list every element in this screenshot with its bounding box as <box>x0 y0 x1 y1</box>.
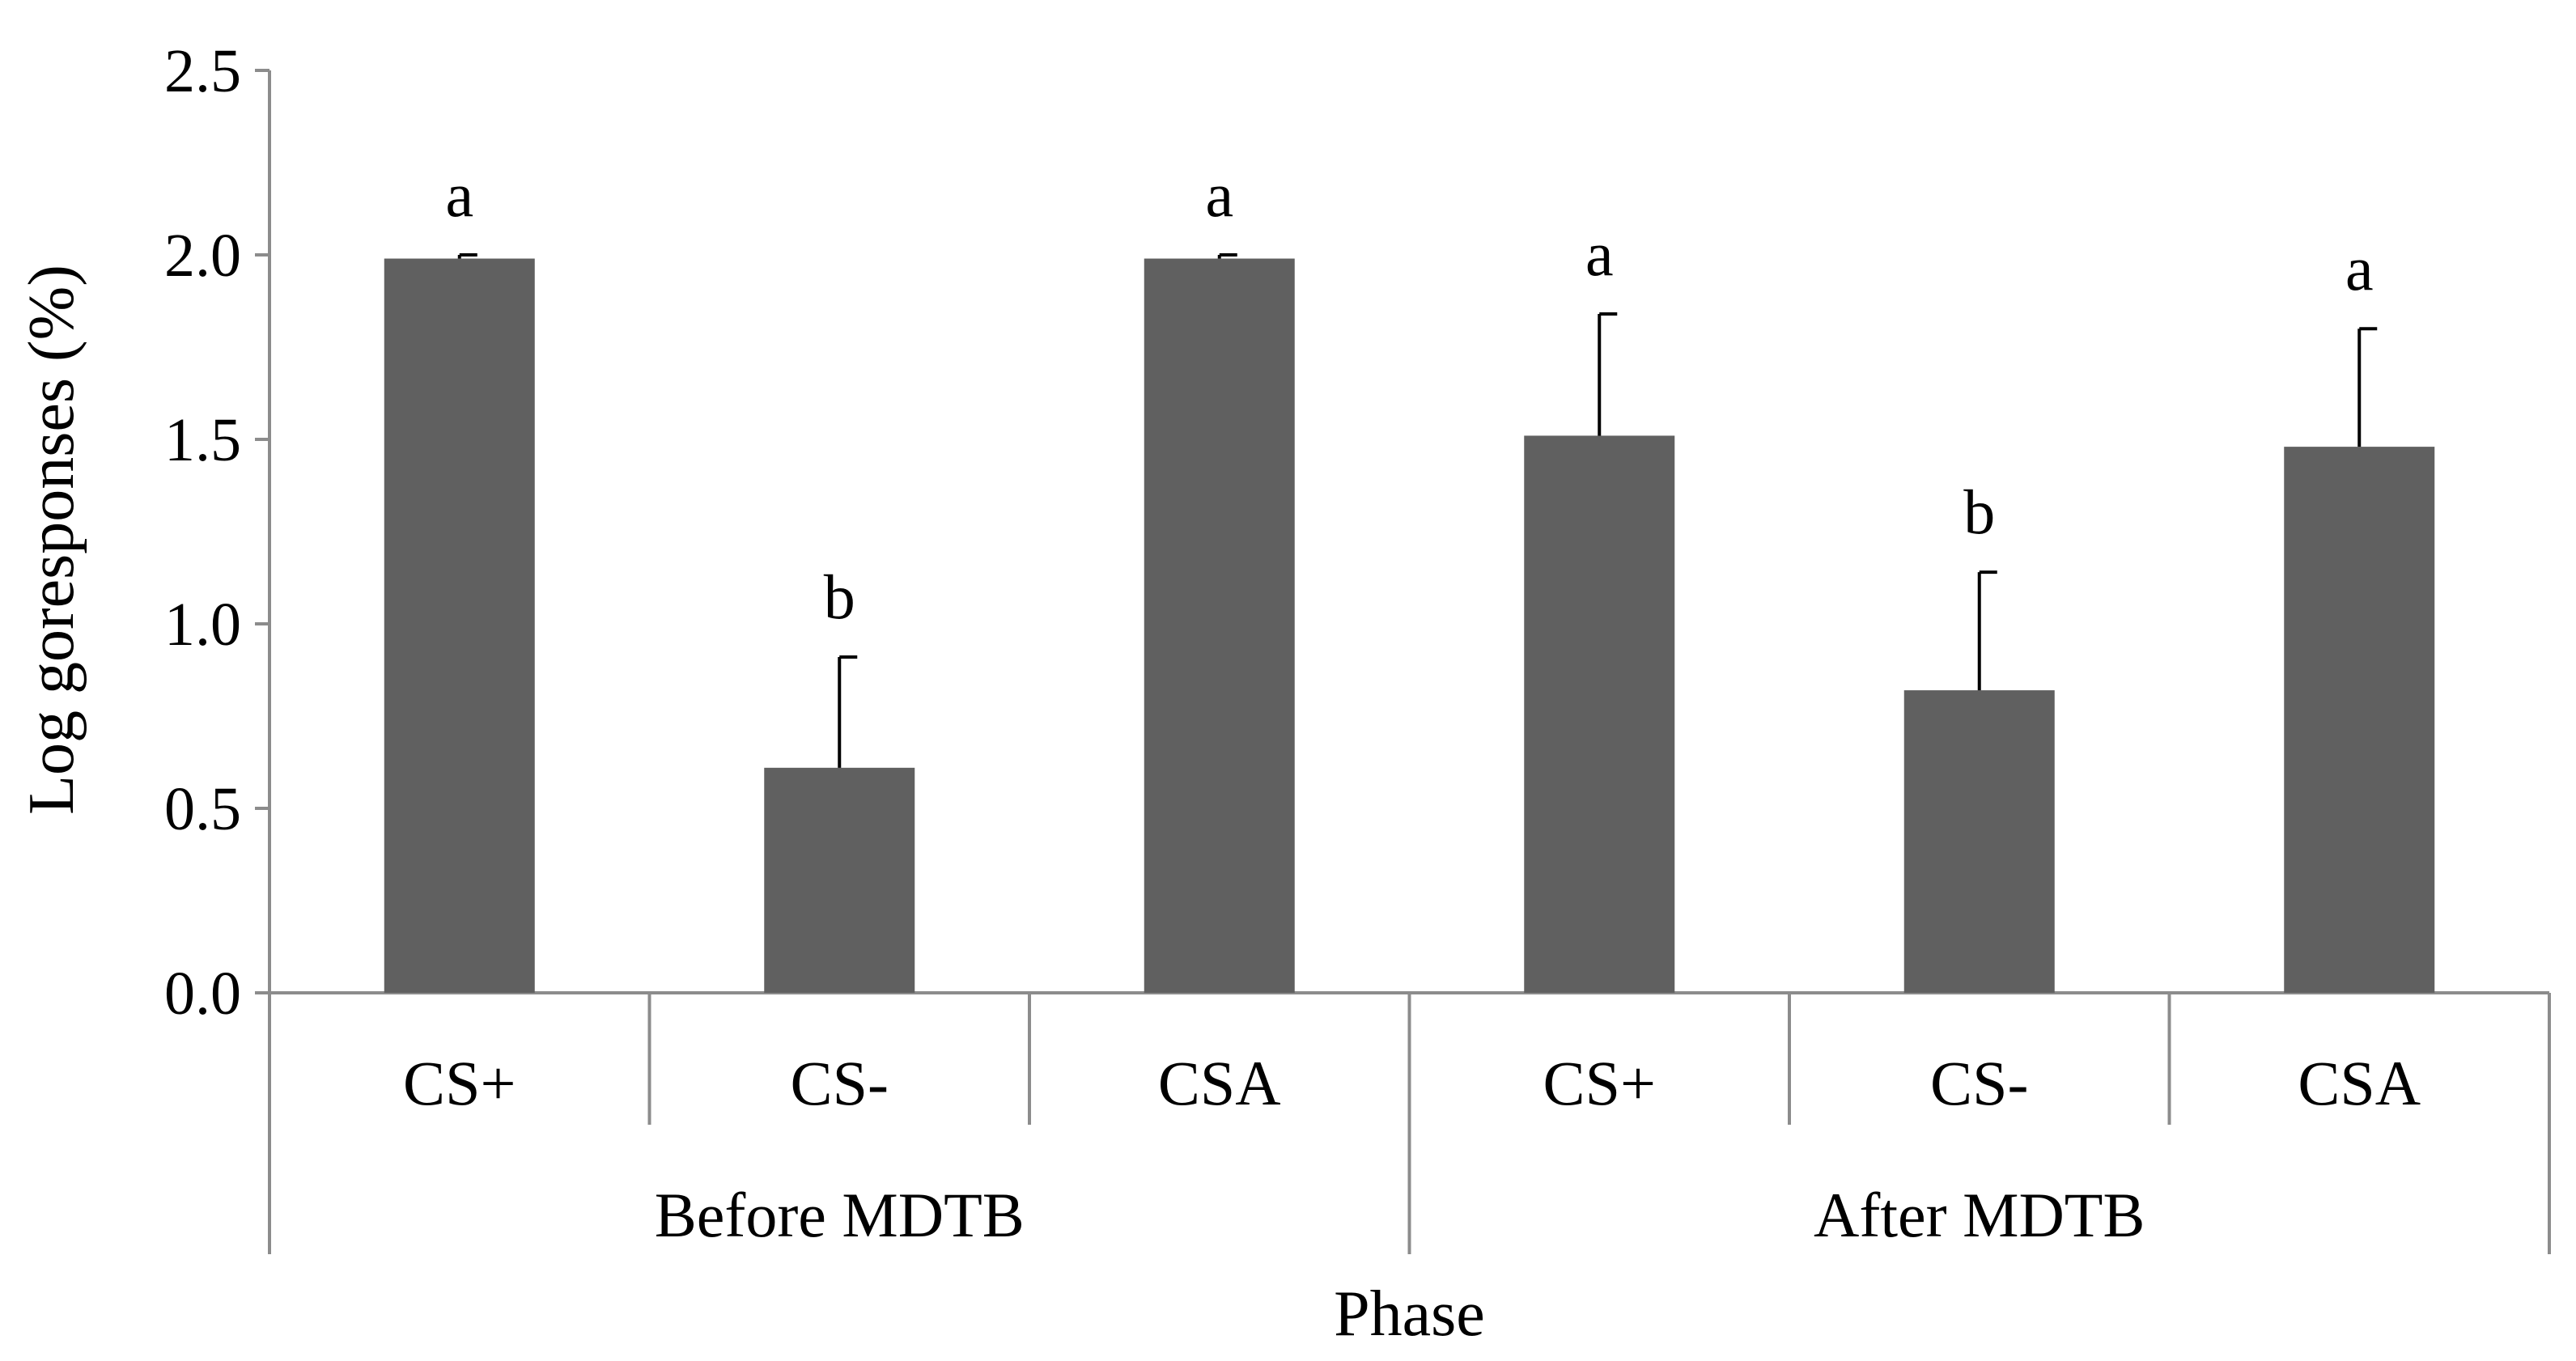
bar <box>384 258 535 993</box>
bars: a b a a b a <box>384 159 2435 993</box>
y-tick-label: 2.5 <box>164 37 241 105</box>
significance-letter: b <box>1963 477 1995 547</box>
category-label: CSA <box>1158 1048 1281 1118</box>
x-categories: CS+ CS- CSA Before MDTB CS+ CS- CSA After MDTB <box>403 993 2551 1254</box>
category-label: CSA <box>2298 1048 2421 1118</box>
group-label: Before MDTB <box>655 1180 1025 1250</box>
bar <box>1524 435 1675 993</box>
category-label: CS+ <box>403 1048 516 1118</box>
x-axis-label: Phase <box>1334 1278 1485 1350</box>
y-ticks: 0.0 0.5 1.0 1.5 2.0 2.5 <box>164 37 269 1028</box>
bar <box>1903 690 2055 993</box>
category-label: CS- <box>1930 1048 2028 1118</box>
y-axis-label: Log goresponses (%) <box>16 265 87 815</box>
significance-letter: a <box>445 159 473 230</box>
category-label: CS- <box>791 1048 889 1118</box>
bar <box>1144 258 1295 993</box>
y-tick-label: 0.0 <box>164 960 241 1028</box>
group-label: After MDTB <box>1814 1180 2145 1250</box>
y-tick-label: 1.0 <box>164 591 241 659</box>
bar <box>764 767 915 993</box>
bar <box>2284 447 2435 993</box>
significance-letter: a <box>1205 159 1233 230</box>
y-tick-label: 2.0 <box>164 222 241 290</box>
significance-letter: a <box>2345 233 2374 303</box>
y-tick-label: 1.5 <box>164 406 241 474</box>
y-tick-label: 0.5 <box>164 775 241 843</box>
significance-letter: a <box>1585 218 1614 289</box>
category-label: CS+ <box>1543 1048 1656 1118</box>
significance-letter: b <box>824 562 855 632</box>
